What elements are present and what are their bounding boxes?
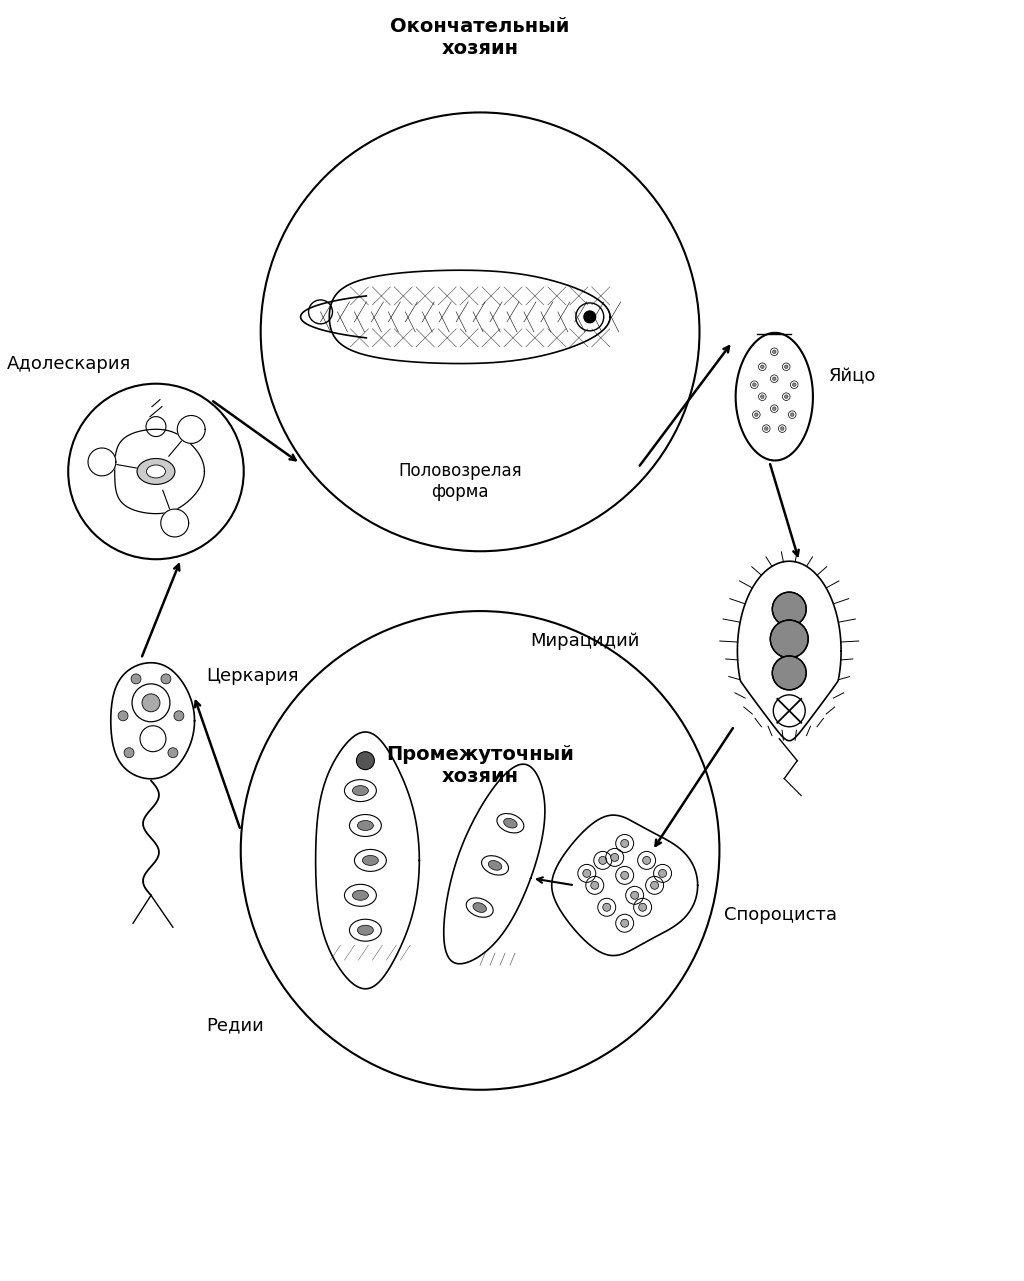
Circle shape: [621, 920, 629, 927]
Polygon shape: [737, 561, 841, 740]
Circle shape: [658, 870, 667, 877]
Ellipse shape: [488, 861, 502, 870]
Ellipse shape: [504, 819, 517, 828]
Text: Спороциста: Спороциста: [724, 906, 838, 925]
Circle shape: [772, 592, 806, 626]
Circle shape: [131, 674, 141, 684]
Circle shape: [772, 656, 806, 690]
Circle shape: [765, 427, 768, 430]
Circle shape: [770, 620, 808, 658]
Circle shape: [124, 748, 134, 757]
Ellipse shape: [352, 785, 369, 796]
Polygon shape: [735, 333, 813, 460]
Polygon shape: [552, 815, 697, 956]
Polygon shape: [177, 415, 205, 443]
Circle shape: [603, 903, 610, 911]
Circle shape: [784, 365, 788, 369]
Circle shape: [118, 711, 128, 721]
Text: Мирацидий: Мирацидий: [530, 632, 639, 649]
Ellipse shape: [146, 465, 166, 478]
Circle shape: [755, 412, 758, 416]
Polygon shape: [443, 765, 545, 963]
Text: Окончательный
хозяин: Окончательный хозяин: [390, 17, 569, 58]
Circle shape: [591, 881, 599, 889]
Ellipse shape: [473, 903, 486, 912]
Text: Редии: Редии: [206, 1016, 263, 1034]
Polygon shape: [330, 270, 610, 364]
Circle shape: [793, 383, 796, 387]
Ellipse shape: [362, 856, 378, 866]
Ellipse shape: [357, 925, 374, 935]
Circle shape: [761, 395, 764, 398]
Circle shape: [772, 377, 776, 380]
Ellipse shape: [352, 890, 369, 901]
Text: Половозрелая
форма: Половозрелая форма: [398, 462, 522, 501]
Polygon shape: [315, 731, 420, 989]
Circle shape: [610, 853, 618, 861]
Circle shape: [142, 694, 160, 712]
Circle shape: [780, 427, 784, 430]
Circle shape: [753, 383, 756, 387]
Text: Церкария: Церкария: [206, 667, 298, 685]
Circle shape: [761, 365, 764, 369]
Text: Адолескария: Адолескария: [6, 355, 131, 373]
Circle shape: [772, 350, 776, 354]
Polygon shape: [88, 448, 116, 475]
Circle shape: [599, 857, 607, 865]
Circle shape: [174, 711, 184, 721]
Circle shape: [584, 311, 596, 323]
Circle shape: [772, 407, 776, 410]
Circle shape: [643, 857, 650, 865]
Circle shape: [621, 871, 629, 879]
Circle shape: [784, 395, 788, 398]
Ellipse shape: [357, 821, 374, 830]
Polygon shape: [161, 509, 188, 537]
Text: Промежуточный
хозяин: Промежуточный хозяин: [386, 746, 574, 787]
Circle shape: [631, 892, 639, 899]
Ellipse shape: [137, 459, 175, 484]
Circle shape: [791, 412, 794, 416]
Text: Яйцо: Яйцо: [829, 368, 877, 386]
Circle shape: [621, 839, 629, 848]
Polygon shape: [111, 662, 195, 779]
Circle shape: [639, 903, 646, 911]
Circle shape: [161, 674, 171, 684]
Circle shape: [168, 748, 178, 757]
Polygon shape: [115, 429, 205, 514]
Circle shape: [583, 870, 591, 877]
Circle shape: [356, 752, 375, 770]
Circle shape: [650, 881, 658, 889]
